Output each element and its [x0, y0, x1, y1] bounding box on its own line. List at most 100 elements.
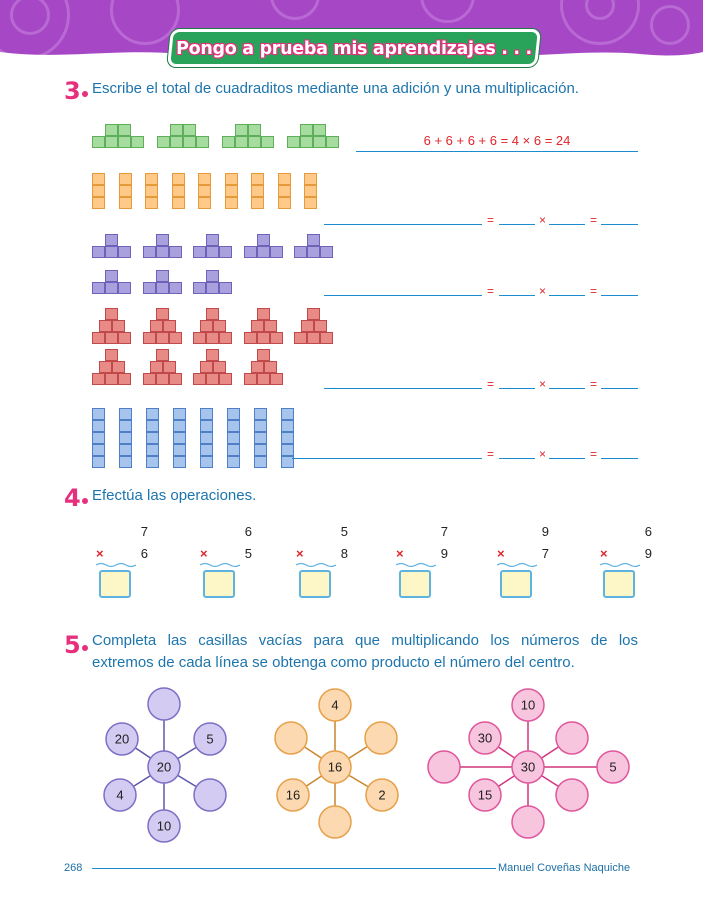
times-sign: × [539, 447, 547, 461]
multiplier: 5 [244, 546, 252, 561]
square [173, 444, 186, 456]
square [206, 234, 219, 246]
addition-blank[interactable] [292, 458, 482, 459]
square [143, 246, 156, 258]
addition-blank[interactable] [324, 295, 482, 296]
square [105, 124, 118, 136]
product-blank[interactable] [601, 388, 638, 389]
star-node-bottom[interactable] [318, 805, 352, 839]
factor-blank[interactable] [549, 295, 585, 296]
answer-box[interactable] [99, 570, 131, 598]
factor-blank[interactable] [499, 388, 535, 389]
square [263, 361, 277, 373]
multiplicand: 6 [644, 524, 652, 539]
answer-box[interactable] [500, 570, 532, 598]
square [149, 320, 163, 332]
factor-blank[interactable] [499, 224, 535, 225]
square [92, 408, 105, 420]
square [254, 456, 267, 468]
square [92, 197, 105, 209]
star-node-top[interactable] [147, 687, 181, 721]
square [92, 332, 105, 344]
square [200, 408, 213, 420]
square [105, 332, 118, 344]
factor-blank[interactable] [549, 458, 585, 459]
multiplicand: 7 [140, 524, 148, 539]
star-node-upper-right[interactable] [364, 721, 398, 755]
answer-line[interactable] [356, 151, 638, 152]
square [169, 332, 182, 344]
answer-box[interactable] [203, 570, 235, 598]
square [146, 444, 159, 456]
square [219, 282, 232, 294]
times-sign: × [497, 546, 505, 561]
star-center [511, 750, 545, 784]
square [212, 361, 226, 373]
multiplier: 8 [340, 546, 348, 561]
multiplier: 7 [541, 546, 549, 561]
square [281, 432, 294, 444]
star-node-lower-right[interactable] [555, 778, 589, 812]
star-node-bottom [147, 809, 181, 843]
factor-blank[interactable] [499, 458, 535, 459]
addition-blank[interactable] [324, 388, 482, 389]
answer-box[interactable] [299, 570, 331, 598]
product-blank[interactable] [601, 295, 638, 296]
square [146, 408, 159, 420]
square [183, 136, 196, 148]
square [149, 361, 163, 373]
factor-blank[interactable] [549, 224, 585, 225]
answer-box[interactable] [399, 570, 431, 598]
square [200, 456, 213, 468]
square [219, 246, 232, 258]
square [92, 246, 105, 258]
square [224, 185, 238, 197]
square [200, 432, 213, 444]
star-center [147, 750, 181, 784]
star-node-upper-right-value: 5 [206, 732, 213, 747]
square [169, 282, 182, 294]
square [206, 282, 219, 294]
square [206, 308, 219, 320]
square [277, 197, 291, 209]
square [143, 373, 156, 385]
square [171, 173, 185, 185]
square [320, 246, 333, 258]
star-node-upper-right[interactable] [555, 721, 589, 755]
times-sign: × [539, 377, 547, 391]
star-center [318, 750, 352, 784]
square [198, 185, 211, 197]
product-blank[interactable] [601, 224, 638, 225]
product-blank[interactable] [601, 458, 638, 459]
square [254, 444, 267, 456]
times-sign: × [600, 546, 608, 561]
star-node-lower-right-value: 2 [378, 788, 385, 803]
square [143, 332, 156, 344]
answer-box[interactable] [603, 570, 635, 598]
factor-blank[interactable] [549, 388, 585, 389]
square [143, 282, 156, 294]
addition-blank[interactable] [324, 224, 482, 225]
square [251, 185, 264, 197]
square [169, 373, 182, 385]
square [146, 420, 159, 432]
square [227, 456, 240, 468]
square [244, 246, 257, 258]
square [254, 408, 267, 420]
square [156, 349, 169, 361]
square [173, 420, 186, 432]
given-answer: 6 + 6 + 6 + 6 = 4 × 6 = 24 [423, 133, 571, 148]
star-node-top [511, 688, 545, 722]
factor-blank[interactable] [499, 295, 535, 296]
star-node-lower-right[interactable] [193, 778, 227, 812]
underline-wave [200, 562, 240, 568]
star-node-left[interactable] [427, 750, 461, 784]
square [156, 282, 169, 294]
multiplicand: 5 [340, 524, 348, 539]
square [224, 197, 238, 209]
star-node-upper-left[interactable] [274, 721, 308, 755]
star-node-bottom[interactable] [511, 805, 545, 839]
square [156, 308, 169, 320]
square [118, 197, 132, 209]
